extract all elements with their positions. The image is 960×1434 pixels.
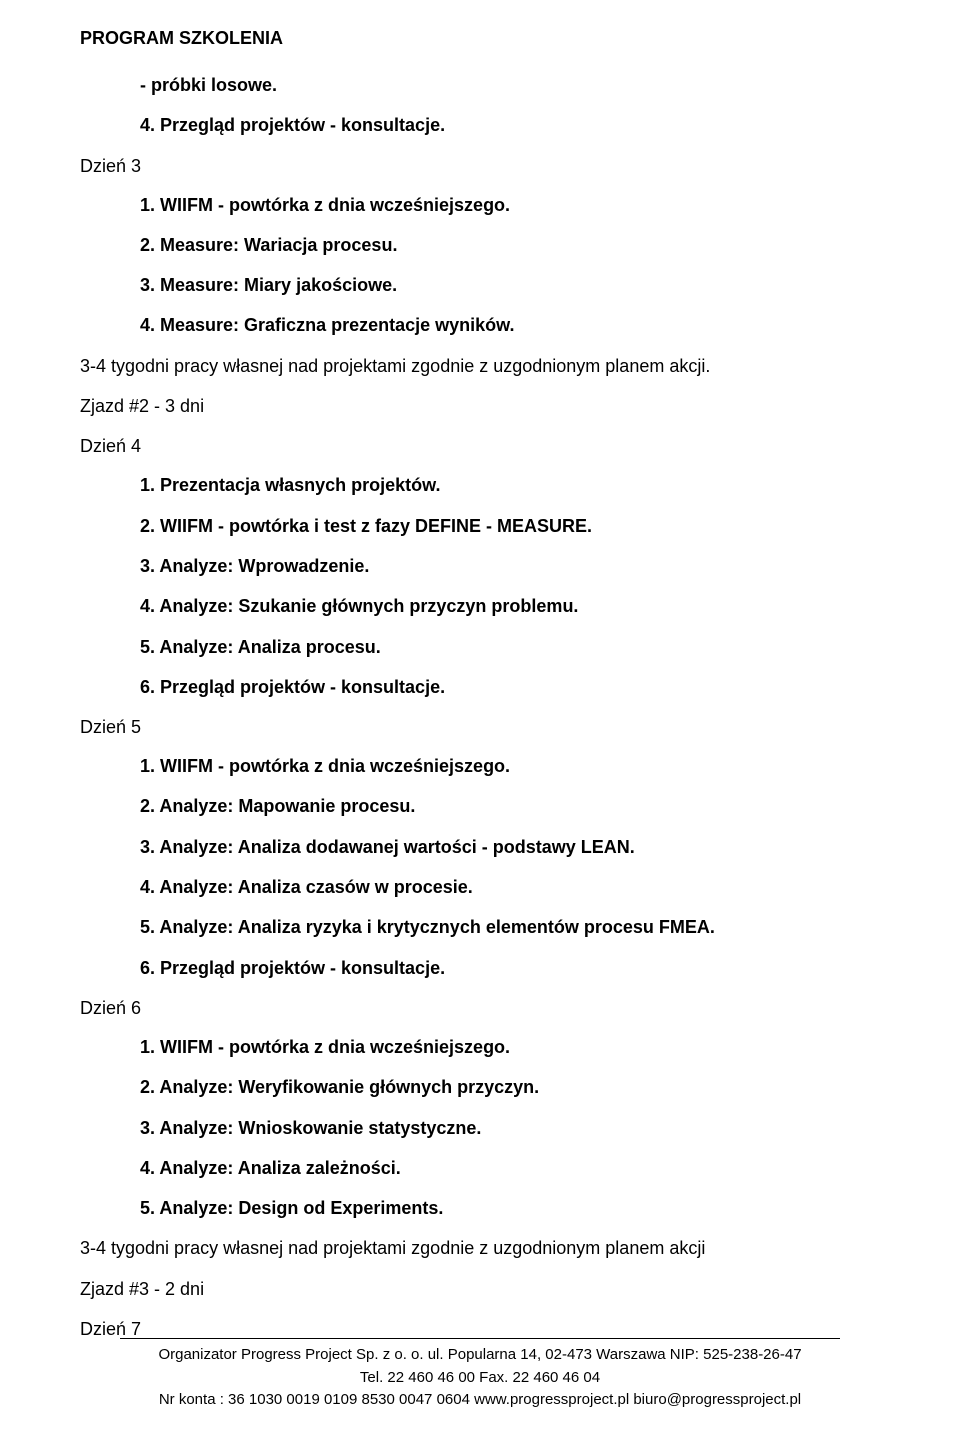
- gap-text-1: 3-4 tygodni pracy własnej nad projektami…: [80, 354, 880, 378]
- footer-line-3: Nr konta : 36 1030 0019 0109 8530 0047 0…: [80, 1390, 880, 1410]
- day4-label: Dzień 4: [80, 436, 880, 457]
- page-title: PROGRAM SZKOLENIA: [80, 28, 880, 49]
- day6-item-3: 3. Analyze: Wnioskowanie statystyczne.: [140, 1116, 880, 1140]
- footer-line-2: Tel. 22 460 46 00 Fax. 22 460 46 04: [80, 1368, 880, 1388]
- day6-item-2: 2. Analyze: Weryfikowanie głównych przyc…: [140, 1075, 880, 1099]
- day6-item-5: 5. Analyze: Design od Experiments.: [140, 1196, 880, 1220]
- footer-line-1: Organizator Progress Project Sp. z o. o.…: [80, 1345, 880, 1365]
- day7-label: Dzień 7: [80, 1319, 880, 1340]
- zjazd-2-label: Zjazd #2 - 3 dni: [80, 394, 880, 418]
- day5-item-4: 4. Analyze: Analiza czasów w procesie.: [140, 875, 880, 899]
- day4-item-1: 1. Prezentacja własnych projektów.: [140, 473, 880, 497]
- day3-label: Dzień 3: [80, 156, 880, 177]
- day5-item-3: 3. Analyze: Analiza dodawanej wartości -…: [140, 835, 880, 859]
- footer-divider: [120, 1338, 840, 1339]
- zjazd-3-label: Zjazd #3 - 2 dni: [80, 1277, 880, 1301]
- day5-item-1: 1. WIIFM - powtórka z dnia wcześniejszeg…: [140, 754, 880, 778]
- day6-label: Dzień 6: [80, 998, 880, 1019]
- page: PROGRAM SZKOLENIA - próbki losowe. 4. Pr…: [0, 0, 960, 1434]
- day4-item-2: 2. WIIFM - powtórka i test z fazy DEFINE…: [140, 514, 880, 538]
- intro-line-2: 4. Przegląd projektów - konsultacje.: [140, 113, 880, 137]
- day5-item-6: 6. Przegląd projektów - konsultacje.: [140, 956, 880, 980]
- page-footer: Organizator Progress Project Sp. z o. o.…: [80, 1338, 880, 1412]
- gap-text-2: 3-4 tygodni pracy własnej nad projektami…: [80, 1236, 880, 1260]
- day3-item-1: 1. WIIFM - powtórka z dnia wcześniejszeg…: [140, 193, 880, 217]
- day6-item-1: 1. WIIFM - powtórka z dnia wcześniejszeg…: [140, 1035, 880, 1059]
- day3-item-3: 3. Measure: Miary jakościowe.: [140, 273, 880, 297]
- day5-item-2: 2. Analyze: Mapowanie procesu.: [140, 794, 880, 818]
- day5-item-5: 5. Analyze: Analiza ryzyka i krytycznych…: [140, 915, 880, 939]
- day6-item-4: 4. Analyze: Analiza zależności.: [140, 1156, 880, 1180]
- day3-item-2: 2. Measure: Wariacja procesu.: [140, 233, 880, 257]
- day4-item-5: 5. Analyze: Analiza procesu.: [140, 635, 880, 659]
- day4-item-6: 6. Przegląd projektów - konsultacje.: [140, 675, 880, 699]
- day3-item-4: 4. Measure: Graficzna prezentacje wynikó…: [140, 313, 880, 337]
- intro-line-1: - próbki losowe.: [140, 73, 880, 97]
- day4-item-3: 3. Analyze: Wprowadzenie.: [140, 554, 880, 578]
- day4-item-4: 4. Analyze: Szukanie głównych przyczyn p…: [140, 594, 880, 618]
- day5-label: Dzień 5: [80, 717, 880, 738]
